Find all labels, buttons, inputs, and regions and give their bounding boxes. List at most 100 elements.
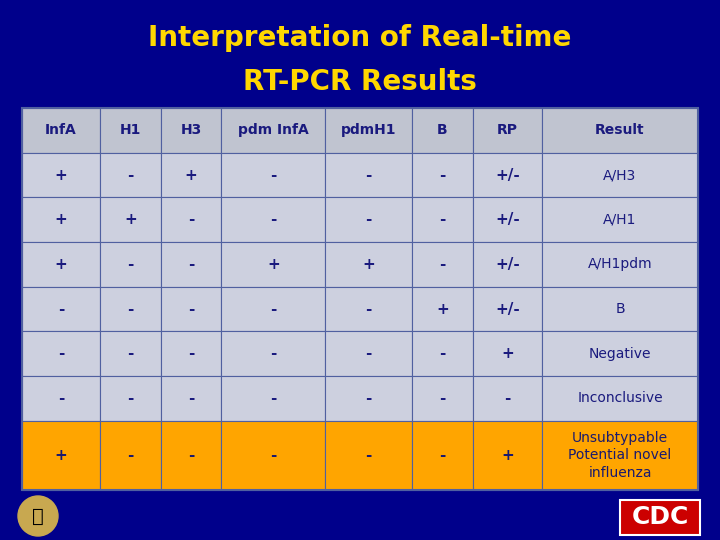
Bar (221, 153, 325, 197)
Text: +: + (124, 212, 137, 227)
Text: -: - (366, 346, 372, 361)
Text: +: + (55, 448, 68, 463)
Text: -: - (366, 391, 372, 406)
Bar (542, 287, 698, 332)
Bar (412, 376, 472, 421)
Text: -: - (58, 346, 64, 361)
Bar (412, 108, 472, 153)
Text: -: - (58, 301, 64, 316)
Bar (22, 376, 100, 421)
Text: B: B (437, 123, 448, 137)
Text: -: - (439, 257, 446, 272)
Text: A/H1: A/H1 (603, 213, 636, 227)
Text: A/H1pdm: A/H1pdm (588, 258, 652, 272)
Text: H1: H1 (120, 123, 141, 137)
Text: +: + (501, 448, 513, 463)
Bar (221, 108, 325, 153)
Text: -: - (127, 167, 133, 183)
Bar (542, 332, 698, 376)
Bar (22, 421, 100, 490)
Text: -: - (366, 212, 372, 227)
Text: -: - (439, 346, 446, 361)
Text: pdmH1: pdmH1 (341, 123, 397, 137)
Bar (412, 153, 472, 197)
Text: -: - (188, 301, 194, 316)
Bar (100, 153, 161, 197)
Bar (412, 287, 472, 332)
Text: -: - (366, 448, 372, 463)
Bar (221, 332, 325, 376)
Bar (221, 421, 325, 490)
Bar (542, 421, 698, 490)
Bar (221, 197, 325, 242)
Text: RP: RP (497, 123, 518, 137)
Bar (161, 332, 221, 376)
Text: -: - (127, 257, 133, 272)
Bar (22, 242, 100, 287)
Bar (472, 197, 542, 242)
Text: +: + (267, 257, 279, 272)
Text: -: - (58, 391, 64, 406)
Text: A/H3: A/H3 (603, 168, 636, 182)
Text: -: - (270, 391, 276, 406)
Bar (472, 108, 542, 153)
Text: +: + (184, 167, 197, 183)
Bar (100, 242, 161, 287)
Text: RT-PCR Results: RT-PCR Results (243, 68, 477, 96)
Bar (161, 287, 221, 332)
Text: -: - (127, 301, 133, 316)
Text: +/-: +/- (495, 167, 520, 183)
Bar (412, 421, 472, 490)
Text: pdm InfA: pdm InfA (238, 123, 309, 137)
Text: +: + (55, 212, 68, 227)
Text: -: - (504, 391, 510, 406)
Bar (472, 242, 542, 287)
Bar (472, 332, 542, 376)
Bar (100, 197, 161, 242)
Text: +: + (362, 257, 375, 272)
Text: InfA: InfA (45, 123, 77, 137)
Bar (472, 421, 542, 490)
Text: -: - (127, 346, 133, 361)
Text: -: - (270, 212, 276, 227)
Bar (325, 287, 412, 332)
Text: -: - (270, 448, 276, 463)
Text: -: - (188, 257, 194, 272)
Text: 🦅: 🦅 (32, 507, 44, 525)
Bar (472, 287, 542, 332)
Text: -: - (127, 448, 133, 463)
Bar (325, 153, 412, 197)
Bar (325, 197, 412, 242)
Bar (100, 421, 161, 490)
Bar (620, 500, 700, 535)
Bar (412, 197, 472, 242)
Text: Result: Result (595, 123, 645, 137)
Bar (221, 287, 325, 332)
Bar (325, 376, 412, 421)
Bar (161, 197, 221, 242)
Text: +: + (55, 167, 68, 183)
Bar (542, 153, 698, 197)
Bar (100, 108, 161, 153)
Text: Interpretation of Real-time: Interpretation of Real-time (148, 24, 572, 52)
Bar (22, 197, 100, 242)
Text: -: - (439, 448, 446, 463)
Bar (100, 332, 161, 376)
Text: -: - (270, 301, 276, 316)
Text: +: + (55, 257, 68, 272)
Text: -: - (188, 212, 194, 227)
Bar (161, 108, 221, 153)
Text: -: - (439, 167, 446, 183)
Text: CDC: CDC (631, 505, 689, 530)
Text: -: - (188, 391, 194, 406)
Bar (325, 421, 412, 490)
Bar (412, 332, 472, 376)
Bar (542, 242, 698, 287)
Text: Unsubtypable
Potential novel
influenza: Unsubtypable Potential novel influenza (568, 431, 672, 480)
Text: -: - (366, 301, 372, 316)
Text: +: + (501, 346, 513, 361)
Bar (161, 421, 221, 490)
Bar (22, 108, 100, 153)
Bar (22, 108, 698, 490)
Bar (161, 376, 221, 421)
